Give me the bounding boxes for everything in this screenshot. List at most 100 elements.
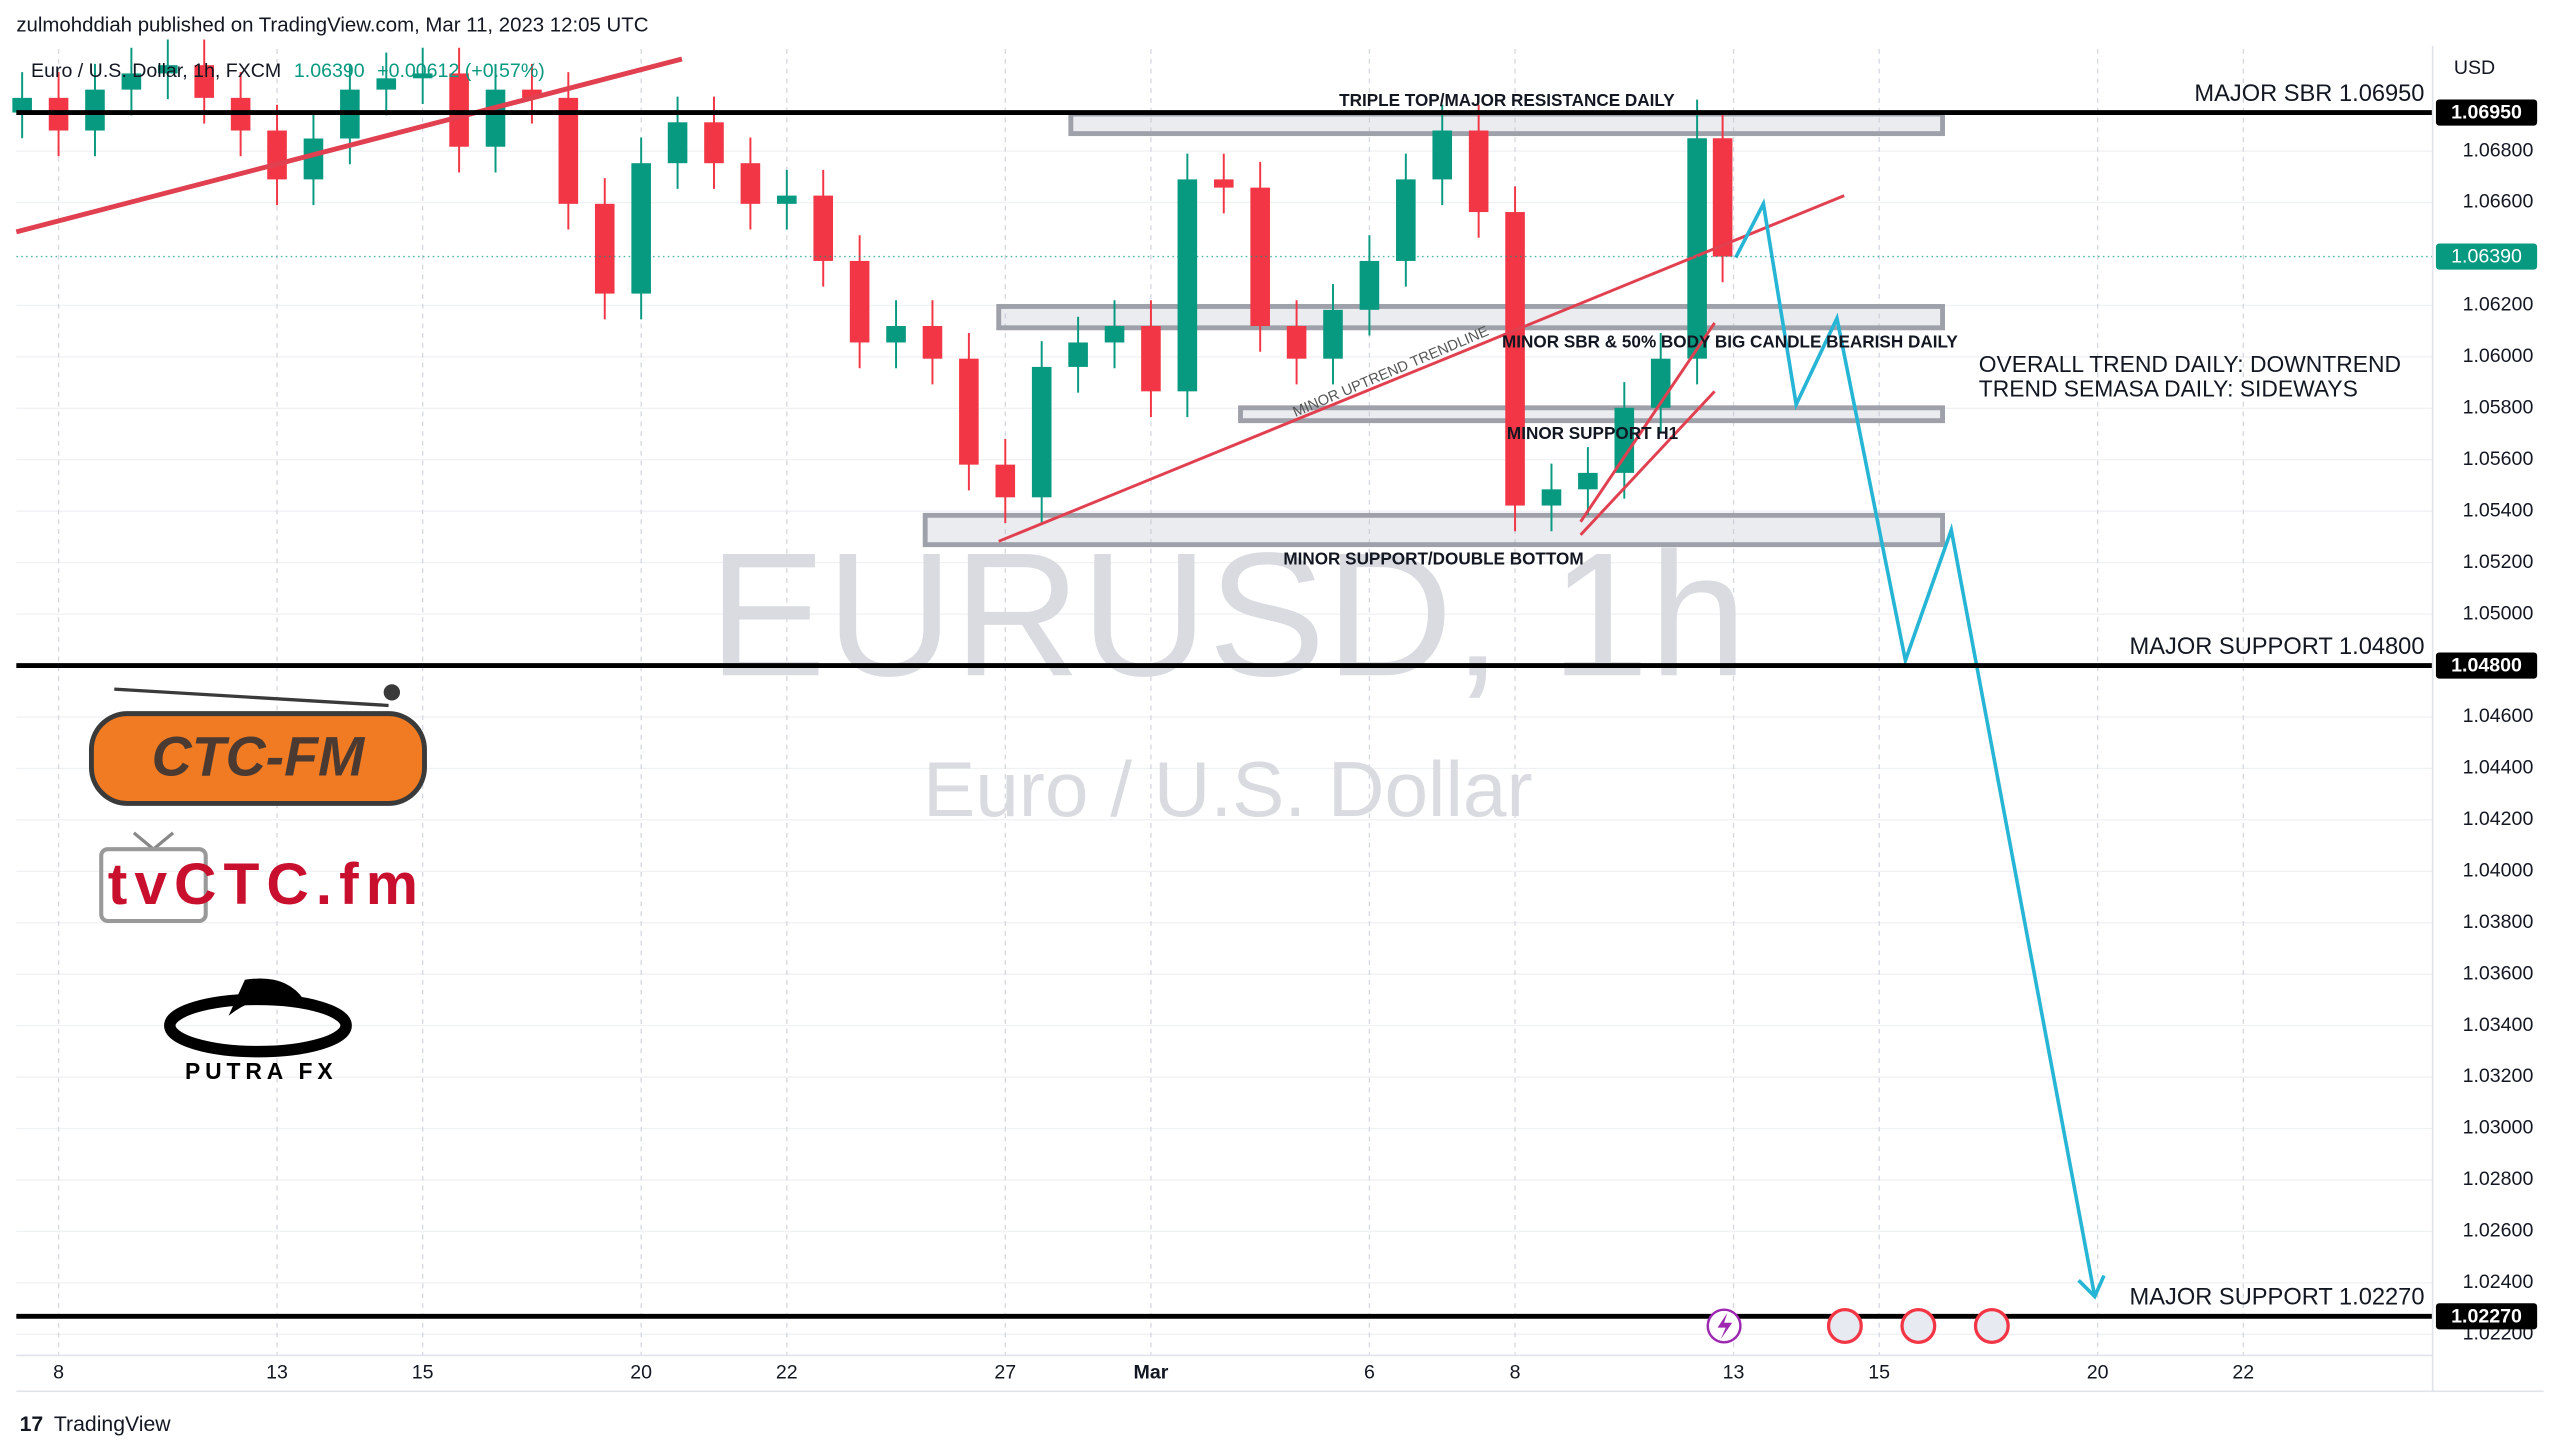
svg-text:17: 17: [20, 1413, 44, 1436]
level-tag: [2435, 99, 2538, 126]
zone: [1238, 405, 1945, 424]
candle-body: [1614, 407, 1635, 473]
currency: USD: [2454, 57, 2495, 79]
candle-body: [886, 326, 906, 343]
zone: [922, 512, 1945, 548]
candle-body: [777, 195, 797, 204]
y-tick-label: 1.04600: [2463, 705, 2534, 727]
legend-change: +0.00612 (+0.57%): [377, 60, 545, 82]
level-tag: [2435, 652, 2538, 679]
legend-symbol: Euro / U.S. Dollar, 1h, FXCM: [31, 60, 281, 82]
candle-body: [158, 65, 178, 74]
watermark-title: EURUSD, 1h: [708, 516, 1747, 713]
level-value-label: 1.04800: [2451, 655, 2522, 677]
y-tick-label: 1.03800: [2463, 911, 2534, 933]
candle-body: [1432, 130, 1453, 180]
zone-label: MINOR SBR & 50% BODY BIG CANDLE BEARISH …: [1502, 331, 1958, 351]
note: TREND SEMASA DAILY: SIDEWAYS: [1979, 375, 2358, 401]
grid: [16, 48, 2433, 1356]
level-tag: [2435, 1303, 2538, 1330]
watermark-subtitle: Euro / U.S. Dollar: [923, 745, 1533, 833]
x-tick-label: 20: [2087, 1362, 2109, 1384]
y-tick-label: 1.05600: [2463, 448, 2534, 470]
y-tick-label: 1.02600: [2463, 1220, 2534, 1242]
note: OVERALL TREND DAILY: DOWNTREND: [1979, 351, 2401, 377]
y-tick-label: 1.05400: [2463, 499, 2534, 521]
logo-text: PUTRA FX: [185, 1058, 338, 1084]
candle-body: [1286, 326, 1307, 359]
candle-body: [1578, 472, 1598, 490]
y-tick-label: 1.06600: [2463, 191, 2534, 213]
x-tick-label: 22: [2232, 1362, 2254, 1384]
candle-body: [813, 195, 834, 261]
candle-body: [194, 65, 215, 98]
y-tick-label: 1.05200: [2463, 551, 2534, 573]
y-tick-label: 1.06200: [2463, 294, 2534, 316]
footer-brand: 17 TradingView: [20, 1413, 172, 1436]
candle-body: [1541, 489, 1562, 506]
candle-body: [1250, 187, 1270, 327]
zone-label: TRIPLE TOP/MAJOR RESISTANCE DAILY: [1339, 90, 1675, 110]
zone-label: MINOR SUPPORT H1: [1507, 423, 1679, 443]
x-tick-label: 22: [776, 1362, 798, 1384]
y-tick-label: 1.04200: [2463, 808, 2534, 830]
x-tick-label: 20: [630, 1362, 652, 1384]
y-tick-label: 1.06800: [2463, 139, 2534, 161]
candle-body: [1687, 138, 1707, 359]
logo-putra-fx: PUTRA FX: [164, 978, 352, 1084]
y-tick-label: 1.02400: [2463, 1271, 2534, 1293]
projection-arrowhead: [2077, 1274, 2106, 1300]
level-label: MAJOR SBR 1.06950: [2194, 81, 2424, 107]
candle-body: [1359, 260, 1380, 310]
candle-body: [1505, 212, 1525, 506]
candle-body: [1213, 179, 1234, 188]
x-tick-label: 8: [53, 1362, 64, 1384]
candle-body: [631, 163, 651, 294]
y-tick-label: 1.03600: [2463, 962, 2534, 984]
candle-body: [12, 97, 32, 113]
trendline: [1579, 390, 1716, 536]
last-price-tag: [2435, 243, 2538, 270]
trendline: [15, 56, 683, 235]
x-tick-label: 27: [994, 1362, 1016, 1384]
y-tick-label: 1.03400: [2463, 1014, 2534, 1036]
byline: zulmohddiah published on TradingView.com…: [16, 15, 648, 37]
plot-area: MINOR UPTREND TRENDLINE: [12, 39, 2433, 1319]
candle-body: [121, 73, 142, 90]
brand-text: TradingView: [54, 1413, 171, 1436]
candle-body: [412, 73, 433, 79]
level-value-label: 1.02270: [2451, 1305, 2522, 1327]
logo-ctc-fm: CTC-FM: [88, 684, 427, 806]
projection-path: [1734, 198, 2097, 1297]
candle-body: [1141, 326, 1161, 392]
y-tick-label: 1.05000: [2463, 602, 2534, 624]
candle-body: [522, 89, 542, 98]
candle-body: [558, 97, 579, 204]
candle-body: [959, 358, 979, 465]
level-label: MAJOR SUPPORT 1.04800: [2130, 634, 2425, 660]
trendline: [1579, 322, 1716, 523]
zone-label: MINOR SUPPORT/DOUBLE BOTTOM: [1283, 549, 1583, 569]
level-value-label: 1.06950: [2451, 102, 2522, 124]
x-tick-label: 13: [1723, 1362, 1745, 1384]
last-price-label: 1.06390: [2451, 246, 2522, 268]
y-tick-label: 1.04000: [2463, 859, 2534, 881]
x-tick-label: 6: [1364, 1362, 1375, 1384]
x-tick-label: 13: [266, 1362, 288, 1384]
candle-body: [376, 78, 397, 90]
candle-body: [1468, 130, 1489, 213]
zone: [1068, 111, 1945, 137]
level-label: MAJOR SUPPORT 1.02270: [2130, 1285, 2425, 1311]
trendline: [998, 194, 1845, 543]
candle-body: [1104, 326, 1125, 343]
candle-body: [704, 122, 724, 164]
candle-body: [995, 464, 1016, 498]
candle-body: [1712, 138, 1733, 257]
x-tick-label: Mar: [1134, 1362, 1169, 1384]
y-tick-label: 1.04400: [2463, 757, 2534, 779]
candle-body: [849, 260, 870, 343]
event-icons: [1706, 1308, 2010, 1344]
y-tick-label: 1.03000: [2463, 1117, 2534, 1139]
